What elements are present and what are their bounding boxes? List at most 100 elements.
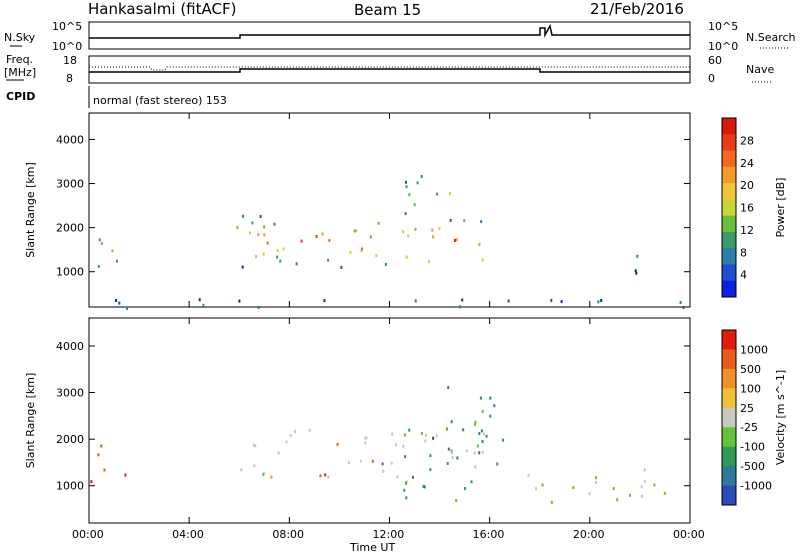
velocity-cell (412, 475, 414, 479)
power-colorbar-swatch (722, 231, 736, 249)
power-cell (459, 305, 461, 309)
power-cell (349, 250, 352, 254)
velocity-colorbar-swatch (722, 446, 736, 467)
power-cell (327, 258, 330, 262)
power-colorbar-tick: 20 (740, 179, 754, 192)
velocity-cell (455, 499, 458, 502)
velocity-cell (429, 468, 432, 472)
velocity-cell (451, 456, 454, 459)
power-colorbar-swatch (722, 134, 736, 152)
velocity-cell (404, 455, 407, 459)
power-cell (405, 185, 408, 189)
freq-tick-top: 18 (63, 54, 77, 67)
velocity-colorbar-tick: 25 (740, 402, 754, 415)
power-cell (97, 265, 100, 268)
velocity-cell (262, 473, 265, 477)
velocity-cell (640, 485, 643, 489)
velocity-cell (390, 461, 393, 465)
power-cell (600, 299, 603, 302)
velocity-cell (663, 491, 666, 495)
nsky-trace (89, 23, 690, 39)
velocity-cell (359, 459, 362, 463)
velocity-data-layer (90, 386, 666, 504)
velocity-colorbar-swatch (722, 330, 736, 350)
power-cell (279, 259, 282, 263)
velocity-cell (277, 451, 280, 455)
velocity-cell (595, 476, 598, 480)
velocity-cell (124, 473, 127, 477)
velocity-cell (319, 474, 322, 478)
power-cell (414, 227, 417, 231)
power-cell (560, 300, 563, 304)
power-cell (455, 238, 458, 242)
velocity-cell (550, 500, 553, 504)
velocity-feature-0 (90, 444, 127, 484)
power-cell (273, 222, 276, 226)
velocity-cell (424, 439, 427, 443)
power-cell (111, 249, 114, 253)
velocity-colorbar-tick: -25 (740, 421, 758, 434)
power-cell (360, 249, 363, 253)
velocity-axes: 00:00 04:00 08:00 12:00 16:00 20:00 00:00 4000 3… (24, 318, 705, 541)
x-tick-label: 12:00 (373, 528, 405, 541)
power-cell (295, 262, 298, 266)
power-colorbar-tick: 12 (740, 224, 754, 237)
velocity-cell (381, 462, 384, 466)
velocity-cell (541, 483, 544, 487)
power-y-tick-label: 2000 (56, 222, 84, 235)
velocity-cell (470, 480, 473, 484)
velocity-cell (327, 475, 330, 479)
velocity-colorbar-swatch (722, 427, 736, 448)
power-cell (263, 225, 266, 229)
power-cell (321, 232, 324, 236)
power-cell (118, 301, 121, 305)
velocity-cell (463, 487, 466, 490)
cpid-label: CPID (6, 90, 35, 103)
power-cell (461, 298, 464, 302)
velocity-cell (364, 436, 367, 440)
beam-label: Beam 15 (354, 1, 421, 19)
velocity-cell (462, 428, 465, 432)
velocity-cell (465, 449, 468, 453)
velocity-colorbar-swatch (722, 485, 736, 506)
power-colorbar-tick: 4 (740, 269, 747, 282)
power-cell (453, 238, 456, 242)
velocity-cell (643, 468, 646, 472)
power-cell (369, 235, 372, 239)
power-cell (263, 233, 266, 237)
velocity-cell (489, 414, 492, 418)
velocity-cell (527, 473, 530, 477)
velocity-cell (347, 461, 350, 464)
velocity-cell (481, 450, 484, 454)
velocity-cell (429, 454, 432, 458)
power-cell (405, 255, 408, 259)
velocity-colorbar: 1000 500 100 25 -25 -100 -500 -1000 Velocity [m … (721, 329, 787, 506)
velocity-cell (391, 432, 394, 436)
velocity-cell (588, 492, 591, 496)
power-cell (375, 254, 378, 258)
velocity-colorbar-tick: -500 (740, 460, 765, 473)
date-label: 21/Feb/2016 (590, 0, 684, 18)
velocity-cell (447, 447, 450, 451)
power-colorbar-swatch (722, 199, 736, 217)
velocity-cell (403, 433, 406, 437)
freq-unit: [MHz] (4, 66, 36, 79)
velocity-cell (240, 468, 243, 472)
power-colorbar-swatch (722, 248, 736, 265)
power-cell (384, 262, 387, 266)
power-cell (266, 241, 269, 245)
power-cell (340, 265, 343, 269)
power-cell (236, 226, 239, 230)
velocity-cell (405, 496, 408, 500)
power-cell (416, 181, 419, 185)
power-colorbar-swatch (722, 183, 736, 200)
velocity-cell (450, 451, 453, 455)
power-colorbar-swatch (722, 118, 736, 135)
velocity-cell (405, 480, 408, 484)
freq-trace (89, 68, 690, 73)
x-tick-label: 00:00 (72, 528, 104, 541)
power-feature-1 (236, 214, 484, 269)
velocity-cell (493, 404, 496, 408)
power-data-layer (97, 175, 685, 310)
velocity-cell (489, 396, 492, 400)
